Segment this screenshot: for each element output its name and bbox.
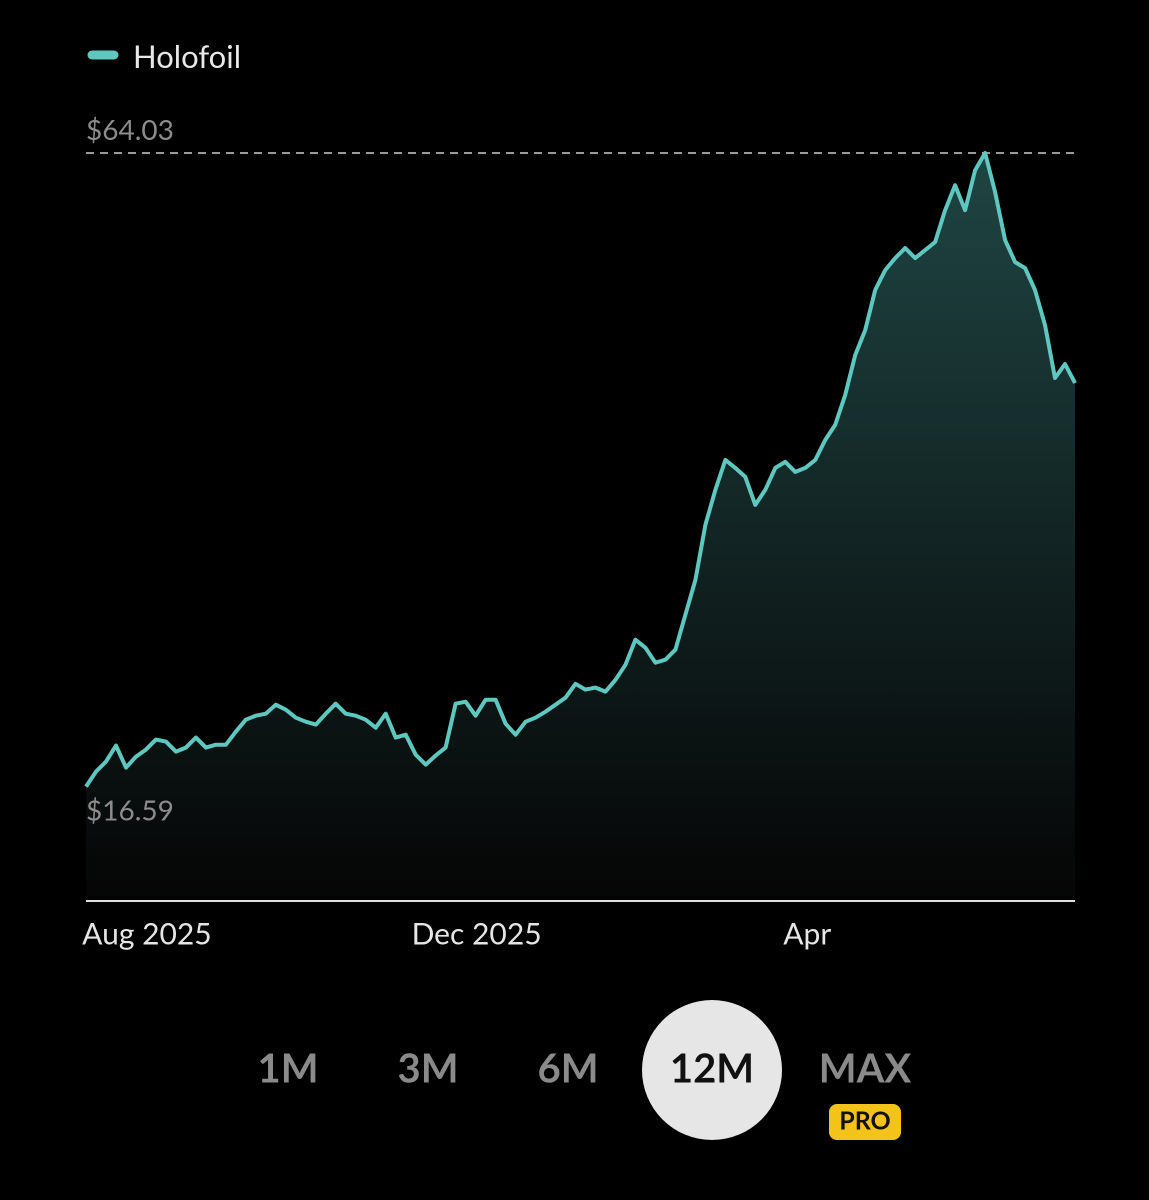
- range-selector: 1M 3M 6M 12M MAX PRO: [258, 1000, 912, 1140]
- range-button[interactable]: 12M: [670, 1043, 754, 1091]
- plot-area: $16.59 $64.03 Aug 2025 Dec 2025 Apr: [82, 112, 1077, 952]
- x-tick-label: Aug 2025: [82, 916, 212, 952]
- selected-indicator: [642, 1000, 782, 1140]
- x-tick-label: Apr: [783, 916, 831, 952]
- pro-badge: [829, 1104, 901, 1140]
- range-button[interactable]: MAX: [819, 1043, 912, 1091]
- y-tick-label: $16.59: [86, 793, 174, 827]
- y-tick-label: $64.03: [86, 112, 174, 146]
- price-line: [84, 151, 1077, 788]
- x-tick-label: Dec 2025: [412, 916, 542, 952]
- range-button[interactable]: 6M: [538, 1043, 599, 1091]
- range-button[interactable]: 1M: [258, 1043, 319, 1091]
- range-button[interactable]: 3M: [398, 1043, 459, 1091]
- area-fill: [86, 153, 1075, 900]
- pro-badge-label: PRO: [839, 1105, 891, 1135]
- legend-label: Holofoil: [133, 37, 241, 75]
